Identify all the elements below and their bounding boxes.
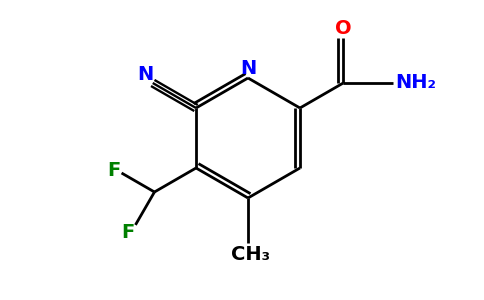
Text: F: F <box>121 224 134 242</box>
Text: F: F <box>107 160 120 179</box>
Text: O: O <box>335 19 351 38</box>
Text: N: N <box>137 65 154 85</box>
Text: CH₃: CH₃ <box>230 245 270 265</box>
Text: NH₂: NH₂ <box>395 74 436 92</box>
Text: N: N <box>240 59 256 79</box>
